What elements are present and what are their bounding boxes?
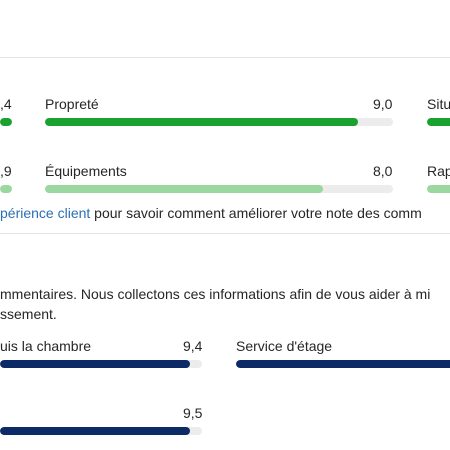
left-cut-bar-2 [0, 185, 12, 193]
comments-intro-line-2: ssement. [0, 306, 57, 322]
comment-score-label-room-cleanliness: uis la chambre [0, 338, 92, 354]
comment-score-value-room-cleanliness: 9,4 [183, 338, 203, 354]
section-divider [0, 233, 450, 234]
comment-score-bar-room-service [236, 360, 450, 368]
score-bar-fill-facilities [45, 185, 324, 193]
score-bar-value [427, 185, 450, 193]
score-value-facilities: 8,0 [373, 163, 393, 179]
comment-score-bar-room-cleanliness [0, 360, 202, 368]
score-bar-cleanliness [45, 118, 393, 126]
top-divider [0, 57, 450, 58]
comment-score-bar-3 [0, 427, 202, 435]
comment-score-bar-fill-room-service [236, 360, 450, 368]
score-value-cleanliness: 9,0 [373, 96, 393, 112]
score-label-facilities: Équipements [45, 163, 127, 179]
score-bar-location [427, 118, 450, 126]
left-cut-score-1: ,4 [0, 96, 12, 112]
comment-score-bar-fill-3 [0, 427, 190, 435]
footnote-text: pour savoir comment améliorer votre note… [90, 205, 422, 221]
comment-score-bar-fill-room-cleanliness [0, 360, 190, 368]
score-bar-fill-cleanliness [45, 118, 359, 126]
comment-score-value-3: 9,5 [183, 405, 203, 421]
left-cut-bar-1 [0, 118, 12, 126]
comments-intro-line-1: mmentaires. Nous collectons ces informat… [0, 286, 431, 302]
score-label-value: Rap [427, 163, 450, 179]
guest-experience-link[interactable]: périence client [0, 205, 91, 221]
score-label-location: Situ [427, 96, 450, 112]
left-cut-score-2: ,9 [0, 163, 12, 179]
score-label-cleanliness: Propreté [45, 96, 99, 112]
scores-footnote: périence client pour savoir comment amél… [0, 205, 422, 221]
comment-score-label-room-service: Service d'étage [236, 338, 333, 354]
score-bar-facilities [45, 185, 393, 193]
